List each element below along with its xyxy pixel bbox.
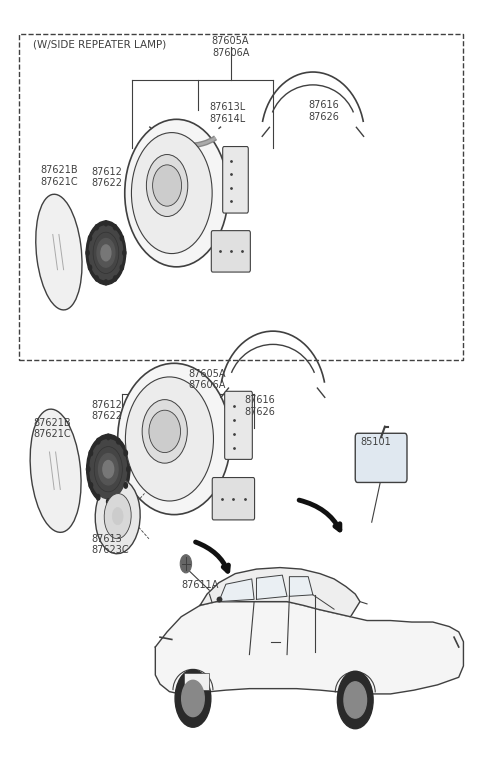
Circle shape [180, 555, 192, 573]
Circle shape [103, 461, 114, 478]
Circle shape [86, 466, 90, 472]
Ellipse shape [118, 364, 230, 515]
Ellipse shape [149, 410, 180, 452]
Circle shape [101, 245, 111, 261]
Polygon shape [200, 567, 360, 617]
Text: 87621B
87621C: 87621B 87621C [33, 418, 71, 439]
FancyBboxPatch shape [355, 433, 407, 482]
Circle shape [89, 482, 93, 488]
Circle shape [90, 439, 127, 499]
Circle shape [97, 239, 115, 267]
Text: 87611A: 87611A [181, 581, 218, 591]
Ellipse shape [142, 400, 187, 463]
Circle shape [120, 265, 123, 270]
Bar [183, 673, 209, 690]
Polygon shape [256, 575, 287, 599]
Text: 87612
87622: 87612 87622 [92, 400, 123, 422]
FancyBboxPatch shape [223, 147, 248, 213]
FancyBboxPatch shape [212, 478, 254, 520]
FancyBboxPatch shape [225, 391, 252, 459]
Polygon shape [156, 601, 464, 695]
Circle shape [104, 221, 108, 226]
Ellipse shape [125, 120, 228, 267]
Circle shape [175, 669, 211, 727]
Text: 87616
87626: 87616 87626 [308, 100, 339, 122]
Circle shape [127, 466, 130, 472]
Circle shape [86, 250, 89, 256]
Polygon shape [289, 577, 313, 596]
Circle shape [87, 435, 130, 504]
Circle shape [86, 221, 126, 285]
Circle shape [112, 507, 123, 525]
Polygon shape [219, 579, 254, 601]
Ellipse shape [104, 493, 131, 539]
Circle shape [98, 454, 118, 485]
Circle shape [114, 225, 117, 230]
Bar [19, 34, 463, 360]
Circle shape [104, 280, 108, 285]
Circle shape [123, 250, 126, 256]
Text: 87605A
87606A: 87605A 87606A [188, 368, 226, 390]
Ellipse shape [95, 479, 140, 554]
Ellipse shape [30, 409, 81, 533]
Text: 85101: 85101 [360, 437, 391, 447]
Circle shape [88, 235, 92, 241]
Circle shape [337, 671, 373, 729]
Circle shape [89, 226, 123, 280]
Ellipse shape [153, 165, 181, 206]
Circle shape [88, 265, 92, 270]
Circle shape [107, 434, 110, 439]
Circle shape [107, 499, 110, 504]
Circle shape [96, 495, 100, 500]
Circle shape [124, 482, 128, 488]
Circle shape [114, 276, 117, 281]
Circle shape [344, 682, 367, 718]
Ellipse shape [125, 377, 214, 501]
Circle shape [120, 235, 123, 241]
FancyBboxPatch shape [211, 231, 251, 272]
Text: 87613L
87614L: 87613L 87614L [209, 102, 246, 124]
Ellipse shape [146, 154, 188, 216]
Circle shape [89, 450, 93, 455]
Circle shape [96, 438, 100, 444]
Text: (W/SIDE REPEATER LAMP): (W/SIDE REPEATER LAMP) [33, 39, 166, 49]
Circle shape [181, 680, 204, 716]
Text: 87616
87626: 87616 87626 [245, 395, 276, 417]
Circle shape [95, 276, 98, 281]
Ellipse shape [132, 133, 212, 253]
Circle shape [117, 495, 120, 500]
Circle shape [117, 438, 120, 444]
Circle shape [124, 450, 128, 455]
Text: 87621B
87621C: 87621B 87621C [40, 165, 78, 187]
Text: 87613
87623C: 87613 87623C [92, 533, 130, 555]
Circle shape [95, 225, 98, 230]
Text: 87605A
87606A: 87605A 87606A [212, 36, 249, 58]
Ellipse shape [36, 195, 82, 310]
Text: 87612
87622: 87612 87622 [92, 167, 123, 188]
